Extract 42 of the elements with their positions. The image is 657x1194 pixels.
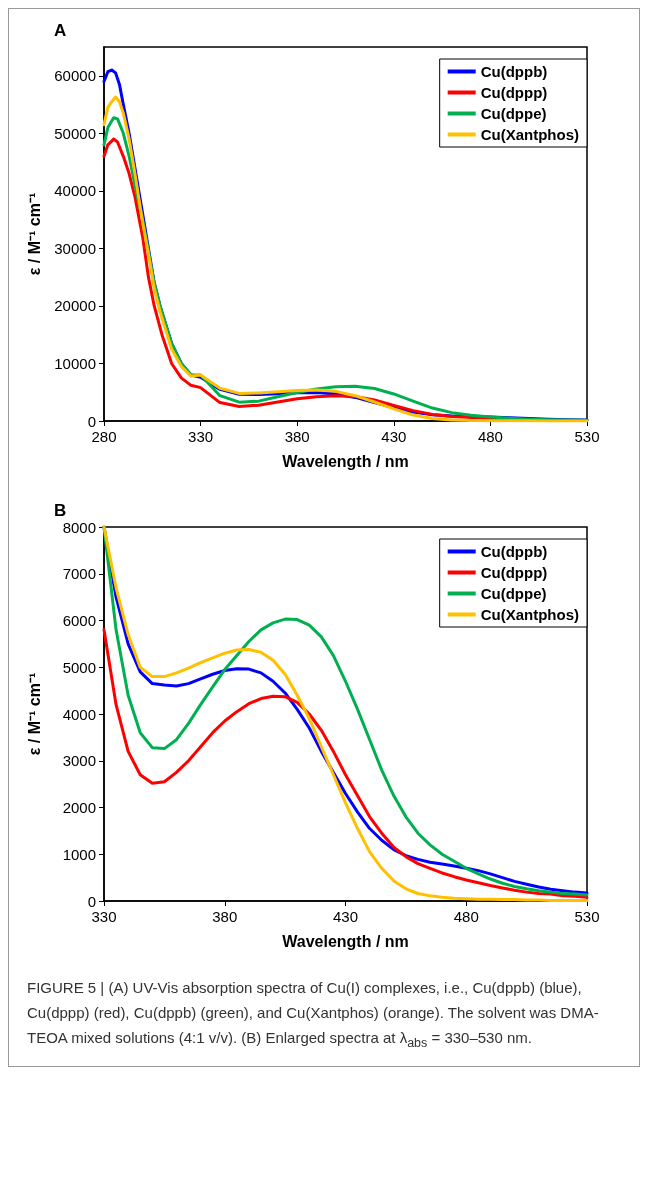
y-tick-label: 60000 [54,67,96,85]
x-axis-title: Wavelength / nm [282,932,409,950]
y-tick-label: 10000 [54,354,96,372]
chart-title: B [54,501,67,520]
x-tick-label: 380 [284,428,310,445]
x-tick-label: 380 [212,908,238,925]
x-tick-label: 480 [453,908,479,925]
y-tick-label: 5000 [62,658,96,676]
y-tick-label: 50000 [54,124,96,142]
x-tick-label: 530 [574,428,600,445]
y-tick-label: 1000 [62,845,96,863]
x-tick-label: 530 [574,908,600,925]
y-tick-label: 8000 [62,518,96,536]
x-tick-label: 280 [91,428,117,445]
legend-label: Cu(Xantphos) [480,126,580,143]
x-tick-label: 330 [188,428,214,445]
y-tick-label: 40000 [54,182,96,200]
y-tick-label: 6000 [62,612,96,629]
caption: FIGURE 5 | (A) UV-Vis absorption spectra of Cu(I) complexes, i.e., Cu(dppb) (blue), Cu(dppp) (red), Cu(dppb) (green), and Cu(Xantphos) (orange). The solvent was DMA-TEOA mixed solutions (4:1 v/v). (B) Enlarged spectra at λ$_{abs}$ = 330–530 nm. [26,978,600,1052]
x-tick-label: 430 [381,428,407,445]
y-tick-label: 4000 [62,705,96,723]
y-tick-label: 0 [87,412,96,430]
x-tick-label: 330 [91,908,117,925]
y-tick-label: 0 [87,892,96,910]
x-axis-title: Wavelength / nm [282,452,409,470]
legend-label: Cu(dppb) [480,543,548,560]
chart-title: A [54,21,67,40]
y-tick-label: 20000 [54,297,96,315]
y-tick-label: 3000 [62,752,96,770]
y-tick-label: 2000 [62,799,96,816]
x-tick-label: 430 [332,908,359,925]
legend-label: Cu(Xantphos) [480,606,580,623]
y-tick-label: 30000 [54,239,96,257]
legend-label: Cu(dppp) [480,84,548,101]
legend-label: Cu(dppe) [480,585,547,602]
y-axis-title: ε / M⁻¹ cm⁻¹ [25,672,43,756]
y-tick-label: 7000 [62,565,96,583]
x-tick-label: 480 [477,428,503,445]
legend-label: Cu(dppe) [480,105,547,122]
y-axis-title: ε / M⁻¹ cm⁻¹ [25,192,43,276]
legend-label: Cu(dppb) [480,63,548,80]
legend-label: Cu(dppp) [480,564,548,581]
